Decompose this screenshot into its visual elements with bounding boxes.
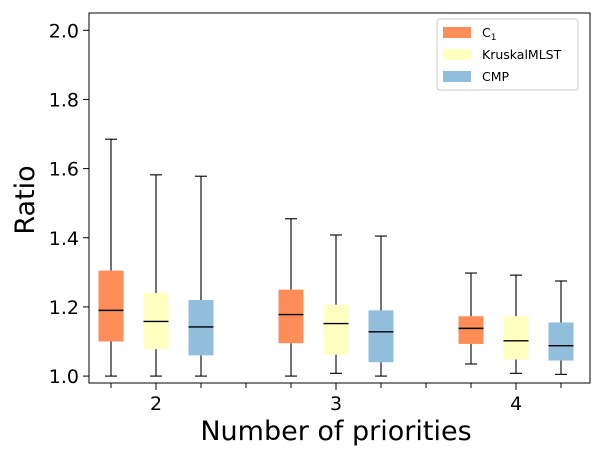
y-axis-label: Ratio (10, 165, 41, 234)
axes: 1.0 1.2 1.4 1.6 1.8 2.0 2 3 4 (49, 12, 591, 415)
box-1-4 (458, 272, 484, 365)
y-tick-label: 1.0 (49, 366, 79, 388)
y-tick-label: 1.6 (49, 159, 79, 181)
box-body (98, 270, 124, 342)
box-2-2 (143, 174, 169, 377)
box-body (458, 316, 484, 344)
y-tick-label: 2.0 (49, 20, 79, 42)
legend-swatch (443, 27, 471, 38)
x-axis-label: Number of priorities (200, 416, 471, 447)
box-1-3 (278, 218, 304, 377)
x-tick-label: 2 (150, 393, 162, 415)
box-body (548, 322, 574, 361)
plot-frame (88, 12, 591, 384)
legend-swatch (443, 71, 471, 82)
box-3-2 (188, 175, 214, 377)
legend-entry: CMP (482, 69, 510, 84)
y-tick-label: 1.2 (49, 297, 79, 319)
box-body (503, 316, 529, 360)
legend-entry: KruskalMLST (482, 47, 562, 62)
legend-box (436, 18, 579, 91)
legend-swatch (443, 49, 471, 60)
box-body (368, 310, 394, 363)
x-tick-label: 3 (330, 393, 342, 415)
box-3-3 (368, 235, 394, 377)
plot-area (98, 138, 574, 377)
box-2-4 (503, 274, 529, 374)
y-tick-label: 1.8 (49, 89, 79, 111)
box-body (278, 289, 304, 344)
y-tick-label: 1.4 (49, 228, 79, 250)
box-3-4 (548, 280, 574, 375)
box-body (323, 304, 349, 355)
x-tick-label: 4 (510, 393, 522, 415)
box-1-2 (98, 138, 124, 377)
box-2-3 (323, 234, 349, 374)
